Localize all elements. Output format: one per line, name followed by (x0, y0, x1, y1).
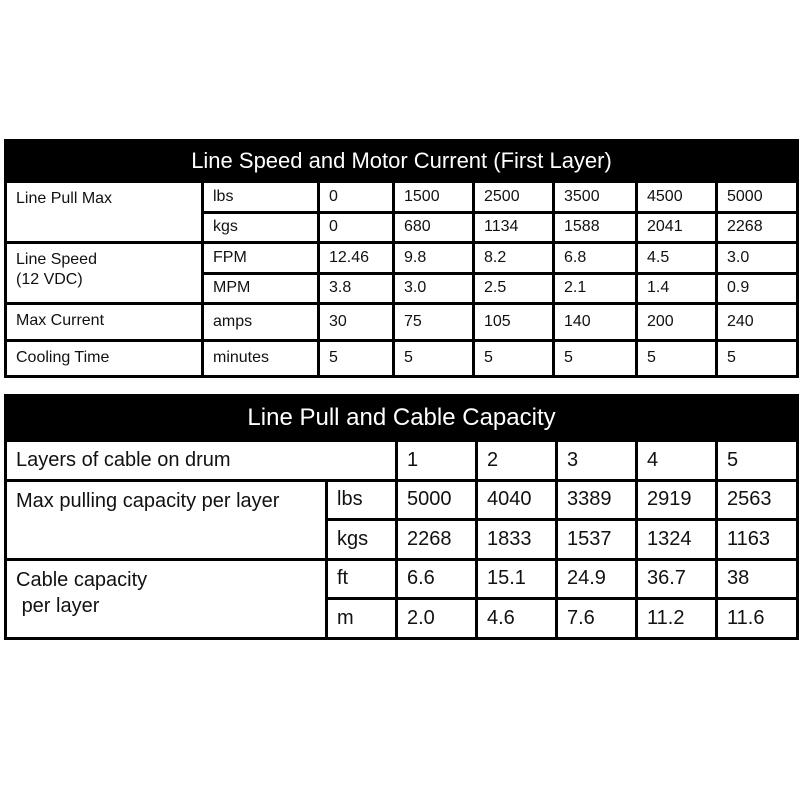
value-cell: 2.1 (552, 271, 638, 305)
value-cell: 30 (317, 302, 395, 342)
value-cell: 3.8 (317, 271, 395, 305)
value-cell: 2.0 (395, 597, 478, 640)
value-cell: 1324 (635, 518, 718, 561)
value-cell: 24.9 (555, 557, 638, 600)
value-cell: 2500 (472, 180, 555, 214)
unit-cell: m (325, 597, 398, 640)
value-cell: 2268 (714, 210, 800, 244)
value-cell: 1833 (475, 518, 558, 561)
value-cell: 9.8 (392, 241, 475, 275)
value-cell: 1588 (552, 210, 638, 244)
row-label: Cooling Time (4, 338, 204, 378)
value-cell: 5 (472, 338, 555, 378)
value-cell: 200 (635, 302, 718, 342)
value-cell: 5000 (714, 180, 800, 214)
value-cell: 1134 (472, 210, 555, 244)
unit-cell: lbs (201, 180, 320, 214)
layer-cell: 5 (714, 439, 800, 482)
value-cell: 5 (635, 338, 718, 378)
unit-cell: MPM (201, 271, 320, 305)
value-cell: 680 (392, 210, 475, 244)
value-cell: 7.6 (555, 597, 638, 640)
table-row: Max Current amps 30 75 105 140 200 240 (4, 302, 800, 342)
value-cell: 5 (392, 338, 475, 378)
table-row: Layers of cable on drum 1 2 3 4 5 (4, 439, 800, 482)
value-cell: 12.46 (317, 241, 395, 275)
value-cell: 4.6 (475, 597, 558, 640)
value-cell: 2041 (635, 210, 718, 244)
value-cell: 1163 (714, 518, 800, 561)
value-cell: 0 (317, 210, 395, 244)
unit-cell: ft (325, 557, 398, 600)
line-speed-motor-current-table: Line Speed and Motor Current (First Laye… (3, 139, 800, 378)
value-cell: 1500 (392, 180, 475, 214)
value-cell: 3.0 (714, 241, 800, 275)
value-cell: 2268 (395, 518, 478, 561)
table-row: kgs 2268 1833 1537 1324 1163 (6, 518, 800, 561)
value-cell: 3.0 (392, 271, 475, 305)
value-cell: 15.1 (475, 557, 558, 600)
row-label: Line Pull Max (4, 180, 204, 244)
value-cell: 1537 (555, 518, 638, 561)
table-title: Line Pull and Cable Capacity (3, 394, 800, 442)
row-label: Max pulling capacity per layer (4, 478, 328, 561)
value-cell: 4040 (475, 478, 558, 521)
value-cell: 2919 (635, 478, 718, 521)
unit-cell: amps (201, 302, 320, 342)
value-cell: 3500 (552, 180, 638, 214)
unit-cell: kgs (325, 518, 398, 561)
value-cell: 11.2 (635, 597, 718, 640)
layer-cell: 1 (395, 439, 478, 482)
value-cell: 8.2 (472, 241, 555, 275)
value-cell: 5000 (395, 478, 478, 521)
row-label: Cable capacity per layer (4, 557, 328, 640)
value-cell: 240 (714, 302, 800, 342)
layer-cell: 2 (475, 439, 558, 482)
value-cell: 4.5 (635, 241, 718, 275)
value-cell: 75 (392, 302, 475, 342)
unit-cell: minutes (201, 338, 320, 378)
value-cell: 5 (552, 338, 638, 378)
table-row: Cable capacity per layer ft 6.6 15.1 24.9 36.… (4, 557, 800, 640)
unit-cell: lbs (325, 478, 398, 521)
unit-cell: kgs (201, 210, 320, 244)
unit-cell: FPM (201, 241, 320, 275)
layers-label: Layers of cable on drum (4, 439, 398, 482)
value-cell: 0 (317, 180, 395, 214)
table-row: m 2.0 4.6 7.6 11.2 11.6 (6, 597, 800, 640)
value-cell: 0.9 (714, 271, 800, 305)
value-cell: 6.8 (552, 241, 638, 275)
value-cell: 2563 (714, 478, 800, 521)
layer-cell: 4 (635, 439, 718, 482)
value-cell: 3389 (555, 478, 638, 521)
value-cell: 6.6 (395, 557, 478, 600)
table-row: Max pulling capacity per layer lbs 5000 404… (4, 478, 800, 561)
value-cell: 4500 (635, 180, 718, 214)
table-row: Line Speed (12 VDC) FPM 12.46 9.8 8.2 6.8 4.5 3… (4, 241, 800, 305)
value-cell: 2.5 (472, 271, 555, 305)
value-cell: 5 (714, 338, 800, 378)
row-label: Line Speed (12 VDC) (4, 241, 204, 305)
line-pull-cable-capacity-table: Line Pull and Cable Capacity Layers of c… (3, 394, 800, 640)
layer-cell: 3 (555, 439, 638, 482)
value-cell: 36.7 (635, 557, 718, 600)
value-cell: 11.6 (714, 597, 800, 640)
value-cell: 140 (552, 302, 638, 342)
value-cell: 105 (472, 302, 555, 342)
value-cell: 1.4 (635, 271, 718, 305)
table-row: Cooling Time minutes 5 5 5 5 5 5 (4, 338, 800, 378)
table-row: Line Pull Max lbs 0 1500 2500 3500 4500 5000 (4, 180, 800, 244)
value-cell: 38 (714, 557, 800, 600)
table-title: Line Speed and Motor Current (First Laye… (3, 139, 800, 183)
table-row: MPM 3.8 3.0 2.5 2.1 1.4 0.9 (6, 271, 800, 305)
row-label: Max Current (4, 302, 204, 342)
value-cell: 5 (317, 338, 395, 378)
table-row: kgs 0 680 1134 1588 2041 2268 (6, 210, 800, 244)
